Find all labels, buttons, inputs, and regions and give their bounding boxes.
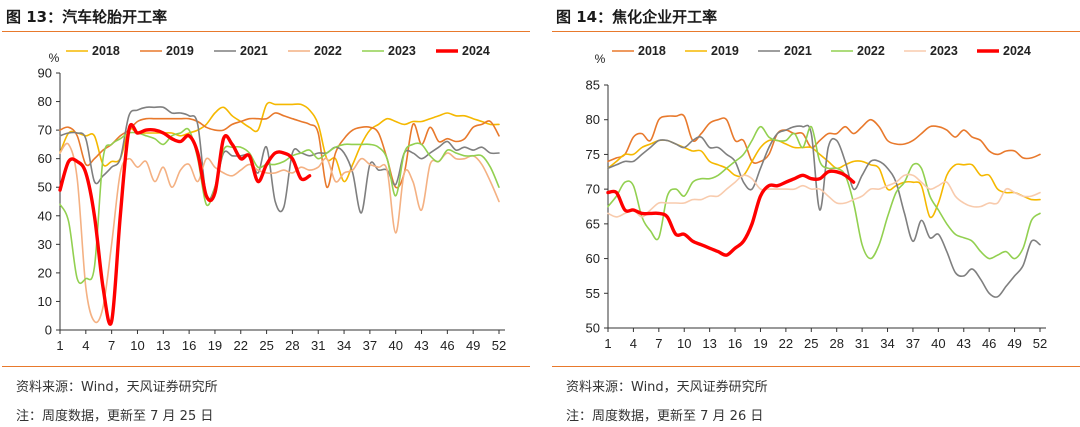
source-note: 资料来源：Wind，天风证券研究所 — [16, 380, 218, 395]
x-tick-label: 31 — [311, 338, 325, 353]
y-tick-label: 85 — [586, 78, 600, 93]
y-tick-label: 80 — [38, 94, 52, 109]
legend-label: 2022 — [314, 44, 342, 58]
series-line-2021 — [59, 106, 500, 214]
x-tick-label: 52 — [492, 338, 506, 353]
x-tick-label: 40 — [388, 338, 402, 353]
title-divider — [552, 31, 1080, 32]
line-chart-coking-utilization: 50 55 60 65 70 75 80 85 1 4 7 10 13 16 19 22 25 28 31 34 37 4… — [586, 44, 1048, 351]
line-chart-tire-utilization: 0 10 20 30 40 50 60 70 80 90 1 4 7 10 13 16 19 22 25 28 31 34… — [38, 44, 507, 353]
chart-title: 图 14：焦化企业开工率 — [556, 8, 718, 26]
legend-label: 2019 — [166, 44, 194, 58]
y-tick-label: 70 — [38, 123, 52, 138]
legend-label: 2023 — [930, 44, 958, 58]
x-tick-label: 34 — [880, 336, 894, 351]
series-line-2022 — [607, 125, 1041, 260]
panel-tire-utilization: 图 13：汽车轮胎开工率 0 10 20 30 40 50 60 70 80 90 1 4 7 10 13 1… — [2, 0, 530, 427]
x-tick-label: 4 — [630, 336, 637, 351]
x-tick-label: 28 — [829, 336, 843, 351]
y-axis-unit: % — [49, 51, 60, 65]
x-tick-label: 25 — [804, 336, 818, 351]
series-line-2018 — [607, 113, 1041, 164]
x-tick-label: 49 — [1007, 336, 1021, 351]
x-tick-label: 7 — [108, 338, 115, 353]
x-tick-label: 22 — [779, 336, 793, 351]
x-tick-label: 34 — [337, 338, 351, 353]
series-line-2024 — [58, 123, 312, 326]
x-tick-label: 46 — [440, 338, 454, 353]
series-line-2023 — [607, 173, 1041, 218]
legend-label: 2021 — [240, 44, 268, 58]
x-tick-label: 16 — [728, 336, 742, 351]
y-axis-unit: % — [595, 52, 606, 66]
footer-divider — [2, 366, 530, 367]
x-tick-label: 19 — [753, 336, 767, 351]
y-tick-label: 50 — [38, 180, 52, 195]
update-note: 注：周度数据，更新至 7 月 25 日 — [16, 409, 214, 424]
series-line-2024 — [606, 169, 856, 257]
x-tick-label: 1 — [56, 338, 63, 353]
x-tick-label: 31 — [855, 336, 869, 351]
y-tick-label: 50 — [586, 321, 600, 336]
legend-label: 2022 — [857, 44, 885, 58]
x-tick-label: 25 — [259, 338, 273, 353]
update-note: 注：周度数据，更新至 7 月 26 日 — [566, 409, 764, 424]
legend-label: 2018 — [92, 44, 120, 58]
y-tick-label: 20 — [38, 265, 52, 280]
y-tick-label: 40 — [38, 208, 52, 223]
x-tick-label: 7 — [655, 336, 662, 351]
legend-label: 2023 — [388, 44, 416, 58]
footer-divider — [552, 366, 1080, 367]
x-tick-label: 43 — [957, 336, 971, 351]
series-line-2021 — [607, 124, 1041, 298]
y-tick-label: 70 — [586, 182, 600, 197]
legend-label: 2024 — [462, 44, 490, 58]
y-tick-label: 30 — [38, 237, 52, 252]
x-tick-label: 16 — [182, 338, 196, 353]
y-tick-label: 80 — [586, 112, 600, 127]
x-tick-label: 46 — [982, 336, 996, 351]
x-tick-label: 19 — [208, 338, 222, 353]
y-tick-label: 10 — [38, 294, 52, 309]
x-tick-label: 1 — [604, 336, 611, 351]
legend-label: 2018 — [638, 44, 666, 58]
y-tick-label: 60 — [586, 251, 600, 266]
y-tick-label: 60 — [38, 151, 52, 166]
series-line-2022 — [59, 142, 500, 324]
y-tick-label: 0 — [45, 323, 52, 338]
source-note: 资料来源：Wind，天风证券研究所 — [566, 380, 768, 395]
x-tick-label: 10 — [677, 336, 691, 351]
y-tick-label: 90 — [38, 66, 52, 81]
x-tick-label: 13 — [156, 338, 170, 353]
x-tick-label: 37 — [906, 336, 920, 351]
y-tick-label: 65 — [586, 216, 600, 231]
x-tick-label: 37 — [363, 338, 377, 353]
x-tick-label: 4 — [82, 338, 89, 353]
x-tick-label: 28 — [285, 338, 299, 353]
x-tick-label: 13 — [702, 336, 716, 351]
x-tick-label: 52 — [1033, 336, 1047, 351]
x-tick-label: 22 — [234, 338, 248, 353]
x-tick-label: 10 — [130, 338, 144, 353]
x-tick-label: 40 — [931, 336, 945, 351]
x-tick-label: 43 — [414, 338, 428, 353]
panel-coking-utilization: 图 14：焦化企业开工率 50 55 60 65 70 75 80 85 1 4 7 10 13 16 19… — [552, 0, 1080, 427]
x-tick-label: 49 — [466, 338, 480, 353]
y-tick-label: 55 — [586, 286, 600, 301]
series-line-2023 — [59, 127, 500, 285]
title-divider — [2, 31, 530, 32]
chart-title: 图 13：汽车轮胎开工率 — [6, 8, 168, 26]
legend-label: 2021 — [784, 44, 812, 58]
legend-label: 2019 — [711, 44, 739, 58]
y-tick-label: 75 — [586, 147, 600, 162]
legend-label: 2024 — [1003, 44, 1031, 58]
